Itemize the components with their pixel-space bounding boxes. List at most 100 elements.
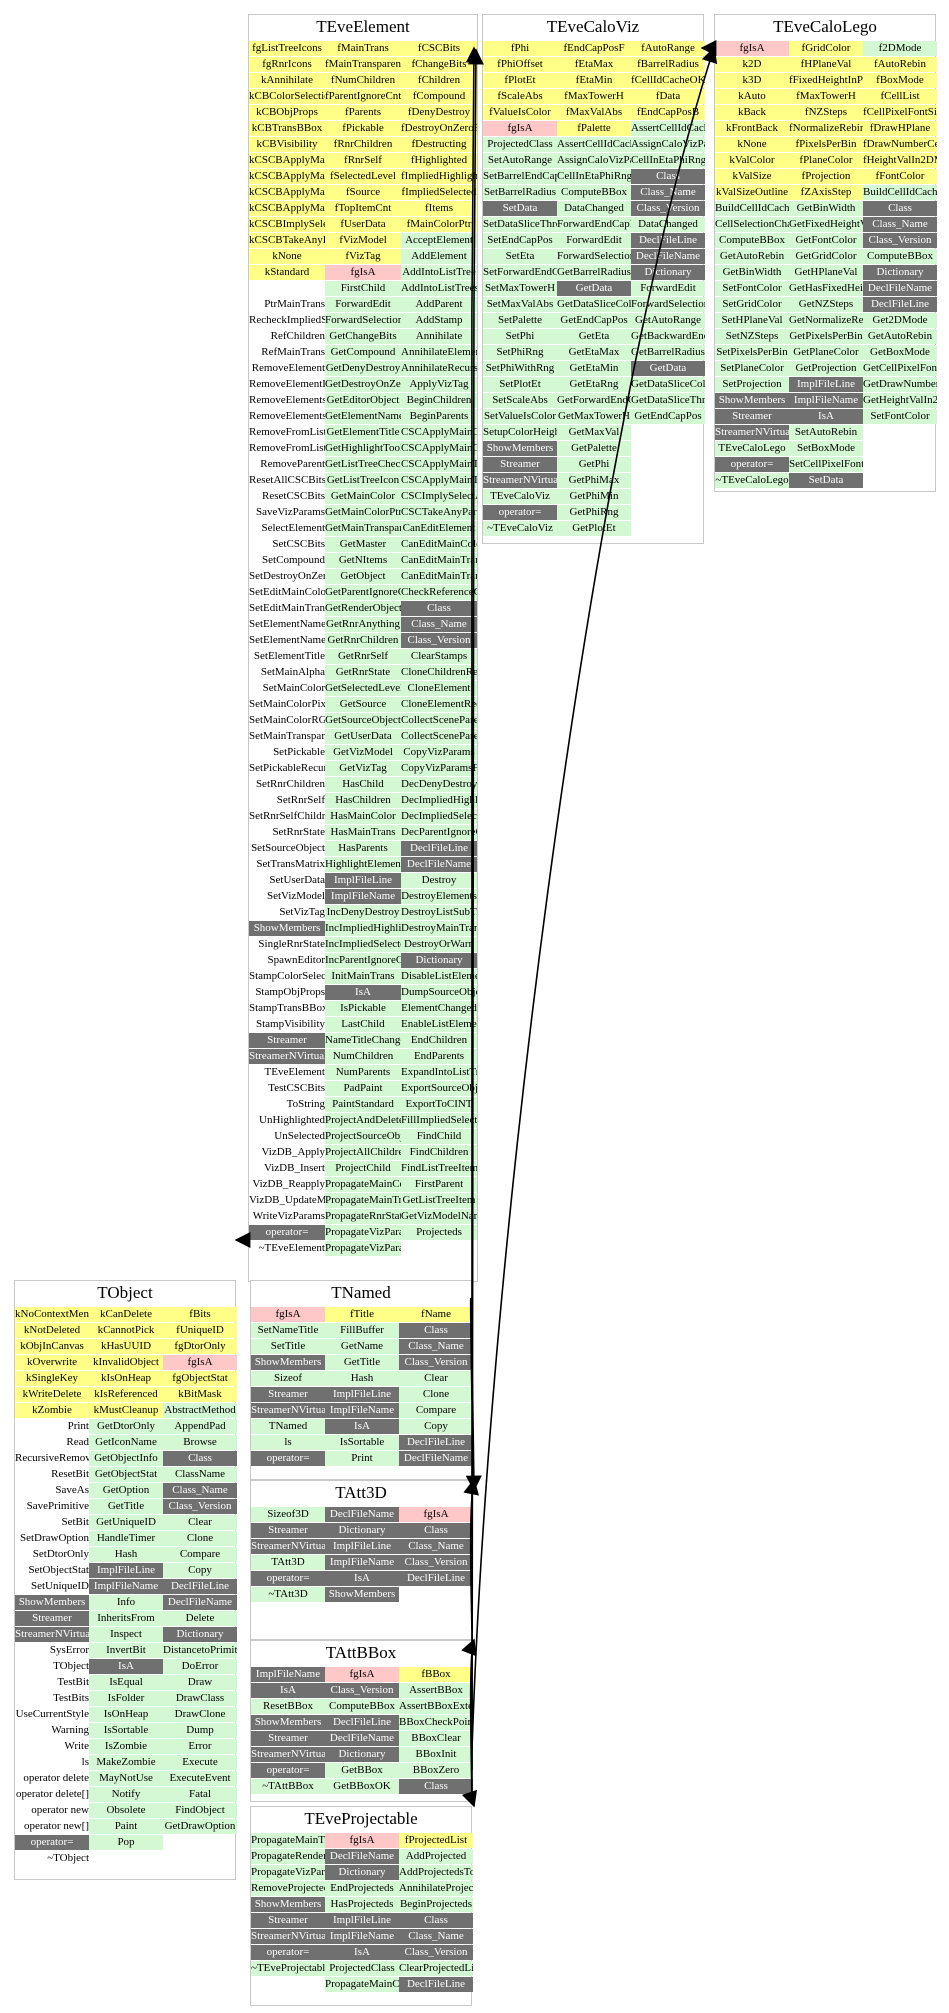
class-member: DumpSourceObject (401, 985, 477, 1000)
class-member: GetData (631, 361, 705, 376)
class-member: ShowMembers (251, 1715, 325, 1730)
class-member: DeclFileLine (631, 233, 705, 248)
class-member: kInvalidObject (89, 1355, 163, 1370)
class-member: fScaleAbs (483, 89, 557, 104)
class-member: SetUserData (249, 873, 325, 888)
class-member: NumChildren (325, 1049, 401, 1064)
class-member: GetListTreeCheckBoxIcon (325, 457, 401, 472)
class-member: ImplFileLine (325, 1913, 399, 1928)
class-member: Hash (325, 1371, 399, 1386)
class-member: ~TAttBBox (251, 1779, 325, 1794)
class-member: GetCompound (325, 345, 401, 360)
member-column: fCSCBits fChangeBits fChildren fCompound fDe… (401, 41, 477, 1241)
class-member: DeclFileLine (399, 1571, 473, 1586)
class-member: PropagateRenderState (251, 1849, 325, 1864)
class-title: TAttBBox (325, 1643, 397, 1662)
class-member: FirstParent (401, 1177, 477, 1192)
class-member: SelectElement (249, 521, 325, 536)
class-member: SetPixelsPerBin (715, 345, 789, 360)
class-member: EndParents (401, 1049, 477, 1064)
class-member: k3D (715, 73, 789, 88)
class-member: GetEta (557, 329, 631, 344)
class-member: Obsolete (89, 1803, 163, 1818)
class-member: GetListTreeItem (401, 1193, 477, 1208)
class-member: RecheckImpliedSelections (249, 313, 325, 328)
class-member: kCBColorSelection (249, 89, 325, 104)
class-member: fgIsA (483, 121, 557, 136)
class-member: DoError (163, 1659, 237, 1674)
class-member: fProjectedList (399, 1833, 473, 1848)
class-member: GetEtaMax (557, 345, 631, 360)
class-member: Clear (399, 1371, 473, 1386)
class-member: fPlotEt (483, 73, 557, 88)
class-member: EnableListElements (401, 1017, 477, 1032)
class-member: DeclFileLine (163, 1579, 237, 1594)
class-member: fNormalizeRebin (789, 121, 863, 136)
class-member: Execute (163, 1755, 237, 1770)
class-member: DeclFileName (325, 1849, 399, 1864)
class-box-tattbbox: TAttBBox ImplFileName IsA ResetBBox ShowMemb… (250, 1640, 473, 1802)
class-member: SysError (15, 1643, 89, 1658)
class-member: fNZSteps (789, 105, 863, 120)
edge-to-tatt3d (463, 1478, 480, 1631)
class-member: SetTransMatrix (249, 857, 325, 872)
class-member: kCSCBTakeAnyParentAsMaster (249, 233, 325, 248)
class-member: SetValueIsColor (483, 409, 557, 424)
class-member: Write (15, 1739, 89, 1754)
class-member: SetBoxMode (789, 441, 863, 456)
class-member: SetRnrSelf (249, 793, 325, 808)
class-member: Sizeof (251, 1371, 325, 1386)
class-member: IsA (789, 409, 863, 424)
class-member: LastChild (325, 1017, 401, 1032)
class-member: fRnrChildren (325, 137, 401, 152)
member-column: kCanDelete kCannotPick kHasUUID kInvalidObj… (89, 1307, 163, 1851)
class-title: TNamed (331, 1283, 391, 1302)
class-member: SetFontColor (863, 409, 937, 424)
class-member: fgIsA (325, 1667, 399, 1682)
class-member: CollectSceneParents (401, 713, 477, 728)
member-column: fgIsA Class Class_Name Class_Version DeclFil… (399, 1507, 473, 1587)
class-member: GetPixelsPerBin (789, 329, 863, 344)
class-member: DataChanged (631, 217, 705, 232)
class-member: PadPaint (325, 1081, 401, 1096)
class-member: StreamerNVirtual (251, 1747, 325, 1762)
class-member: TEveCaloViz (483, 489, 557, 504)
class-member: SetRnrState (249, 825, 325, 840)
class-member: fDrawHPlane (863, 121, 937, 136)
class-member: Streamer (249, 1033, 325, 1048)
class-member: SetAutoRebin (789, 425, 863, 440)
class-member: AddIntoListTrees (401, 281, 477, 296)
class-member: operator= (249, 1225, 325, 1240)
edge-bundle (234, 40, 718, 1808)
class-member: SetRnrSelfChildren (249, 809, 325, 824)
class-member: CSCApplyMainTransparencyToAllChildren (401, 457, 477, 472)
class-member: GetMaster (325, 537, 401, 552)
class-member: ComputeBBox (557, 185, 631, 200)
class-member: Error (163, 1739, 237, 1754)
class-member: GetEndCapPos (631, 409, 705, 424)
class-member: UseCurrentStyle (15, 1707, 89, 1722)
class-member: Dictionary (863, 265, 937, 280)
class-member: RemoveProjected (251, 1881, 325, 1896)
class-member: VizDB_Insert (249, 1161, 325, 1176)
class-member: AbstractMethod (163, 1403, 237, 1418)
class-member: kCannotPick (89, 1323, 163, 1338)
class-member: operator= (483, 505, 557, 520)
class-member: InitMainTrans (325, 969, 401, 984)
class-member: kCanDelete (89, 1307, 163, 1322)
class-member: fData (631, 89, 705, 104)
class-member: kIsOnHeap (89, 1371, 163, 1386)
class-member: AcceptElement (401, 233, 477, 248)
class-member: SetScaleAbs (483, 393, 557, 408)
class-member: ImplFileName (325, 1403, 399, 1418)
class-member: Fatal (163, 1787, 237, 1802)
member-column: PropagateMainTransparencyPropagateRender… (251, 1833, 325, 1977)
class-member: GetHeightValIn2DMode (863, 393, 937, 408)
class-member: ExportToCINT (401, 1097, 477, 1112)
class-member: PropagateMainColorToProjecteds (325, 1177, 401, 1192)
class-member: GetHPlaneVal (789, 265, 863, 280)
class-member: GetCellPixelFontSize (863, 361, 937, 376)
class-member: FirstChild (325, 281, 401, 296)
class-member: fNumChildren (325, 73, 401, 88)
